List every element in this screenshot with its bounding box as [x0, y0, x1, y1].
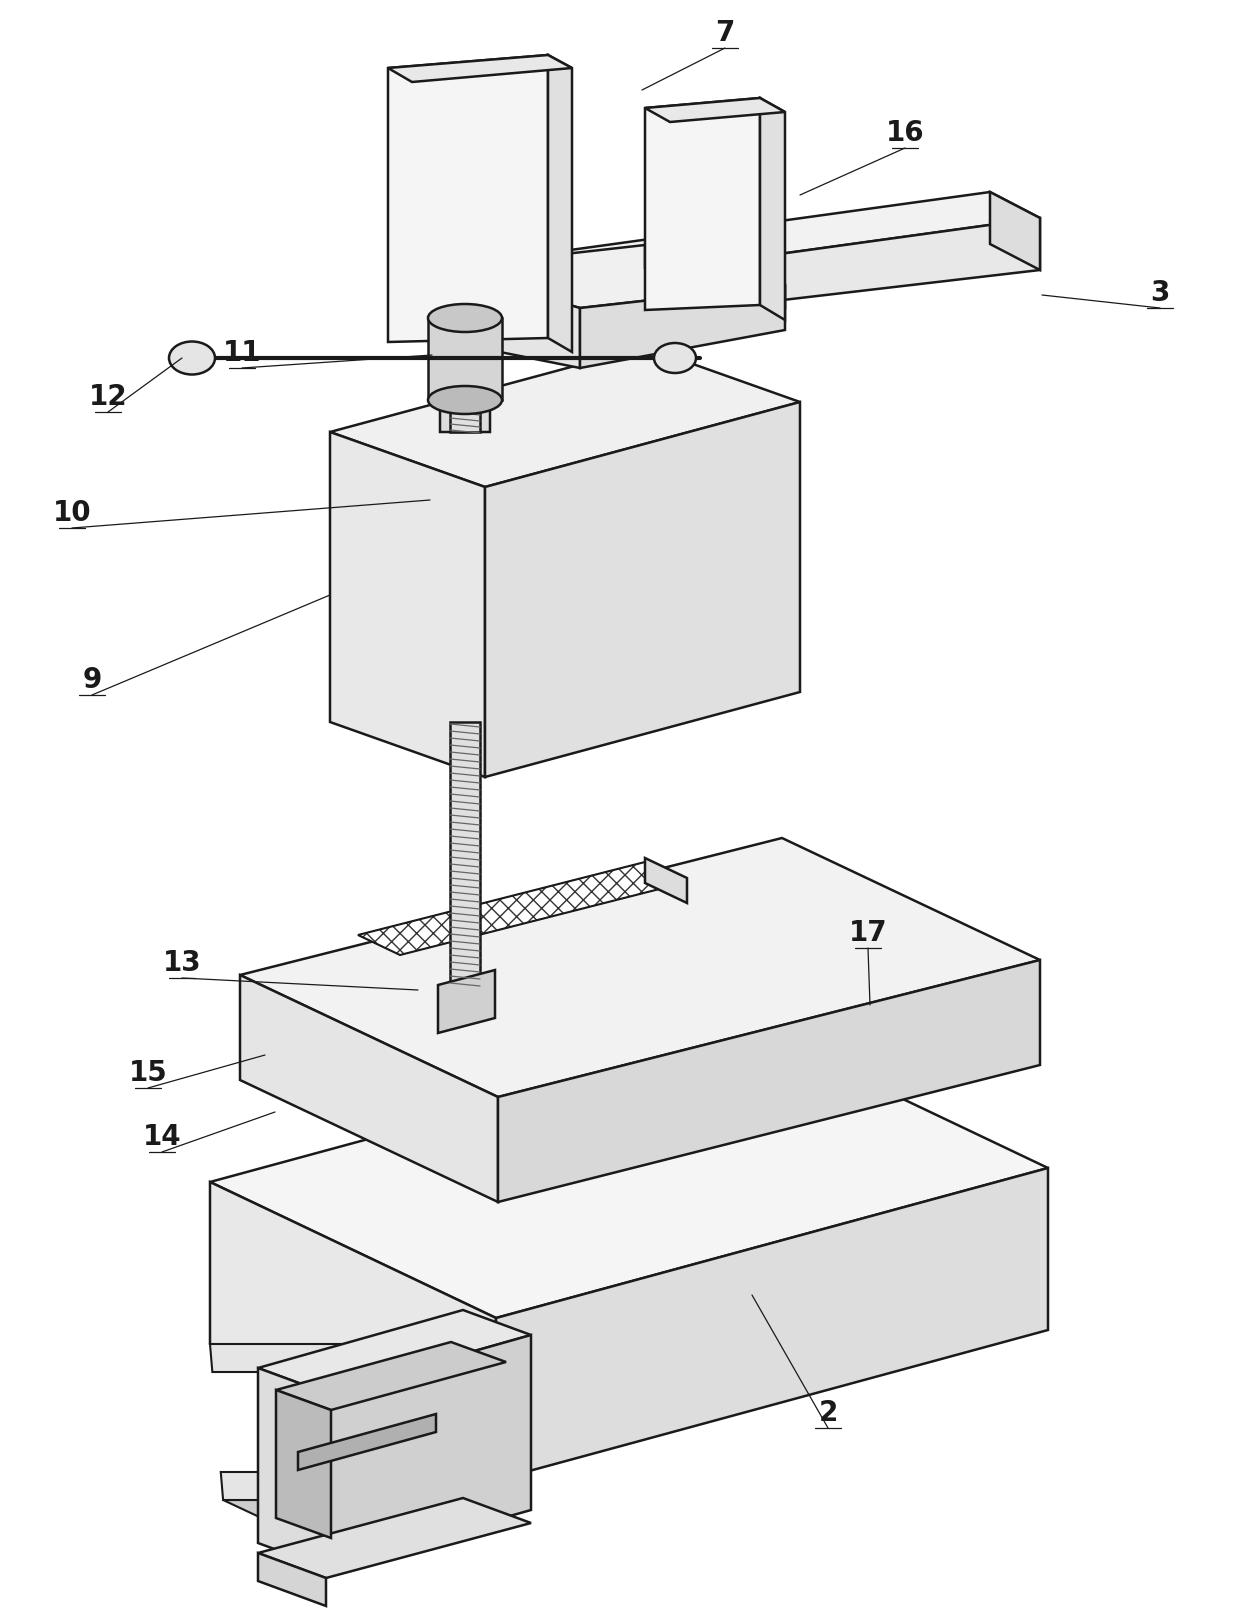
Polygon shape	[210, 1031, 1048, 1318]
Text: 13: 13	[162, 949, 201, 976]
Polygon shape	[258, 1553, 326, 1606]
Polygon shape	[326, 1336, 531, 1567]
Polygon shape	[210, 1344, 361, 1371]
Polygon shape	[498, 960, 1040, 1201]
Text: 3: 3	[1151, 278, 1169, 308]
Text: 14: 14	[143, 1124, 181, 1151]
Polygon shape	[580, 285, 785, 368]
Ellipse shape	[428, 385, 502, 414]
Polygon shape	[760, 99, 785, 321]
Polygon shape	[440, 340, 490, 392]
Polygon shape	[272, 1371, 310, 1472]
Text: 7: 7	[715, 19, 734, 47]
Polygon shape	[241, 975, 498, 1201]
Polygon shape	[221, 1472, 371, 1499]
Polygon shape	[330, 432, 485, 777]
Polygon shape	[485, 402, 800, 777]
Polygon shape	[440, 244, 785, 308]
Polygon shape	[330, 346, 800, 487]
Polygon shape	[440, 269, 580, 368]
Polygon shape	[241, 839, 1040, 1098]
Text: 12: 12	[89, 384, 128, 411]
Polygon shape	[440, 193, 1040, 295]
Polygon shape	[358, 861, 687, 955]
Polygon shape	[210, 1182, 496, 1480]
Polygon shape	[990, 193, 1040, 270]
Polygon shape	[258, 1310, 531, 1392]
Text: 17: 17	[848, 920, 888, 947]
Text: 2: 2	[818, 1399, 838, 1426]
Polygon shape	[645, 99, 785, 121]
Ellipse shape	[428, 304, 502, 332]
Polygon shape	[645, 244, 785, 308]
Polygon shape	[548, 55, 572, 351]
Polygon shape	[388, 55, 548, 342]
Polygon shape	[450, 722, 480, 989]
Polygon shape	[277, 1342, 506, 1410]
Polygon shape	[440, 346, 490, 432]
Polygon shape	[298, 1413, 436, 1470]
Text: 11: 11	[223, 338, 262, 368]
Polygon shape	[496, 1167, 1048, 1480]
Polygon shape	[277, 1391, 331, 1538]
Polygon shape	[388, 55, 572, 83]
Text: 9: 9	[82, 665, 102, 695]
Text: 10: 10	[52, 499, 92, 528]
Polygon shape	[428, 317, 502, 400]
Polygon shape	[258, 1368, 326, 1567]
Text: 15: 15	[129, 1059, 167, 1086]
Polygon shape	[645, 858, 687, 903]
Polygon shape	[438, 970, 495, 1033]
Polygon shape	[440, 219, 1040, 392]
Ellipse shape	[653, 343, 696, 372]
Polygon shape	[258, 1498, 531, 1579]
Text: 16: 16	[885, 120, 924, 147]
Ellipse shape	[169, 342, 215, 374]
Polygon shape	[450, 392, 480, 432]
Polygon shape	[223, 1499, 418, 1522]
Polygon shape	[645, 99, 760, 309]
